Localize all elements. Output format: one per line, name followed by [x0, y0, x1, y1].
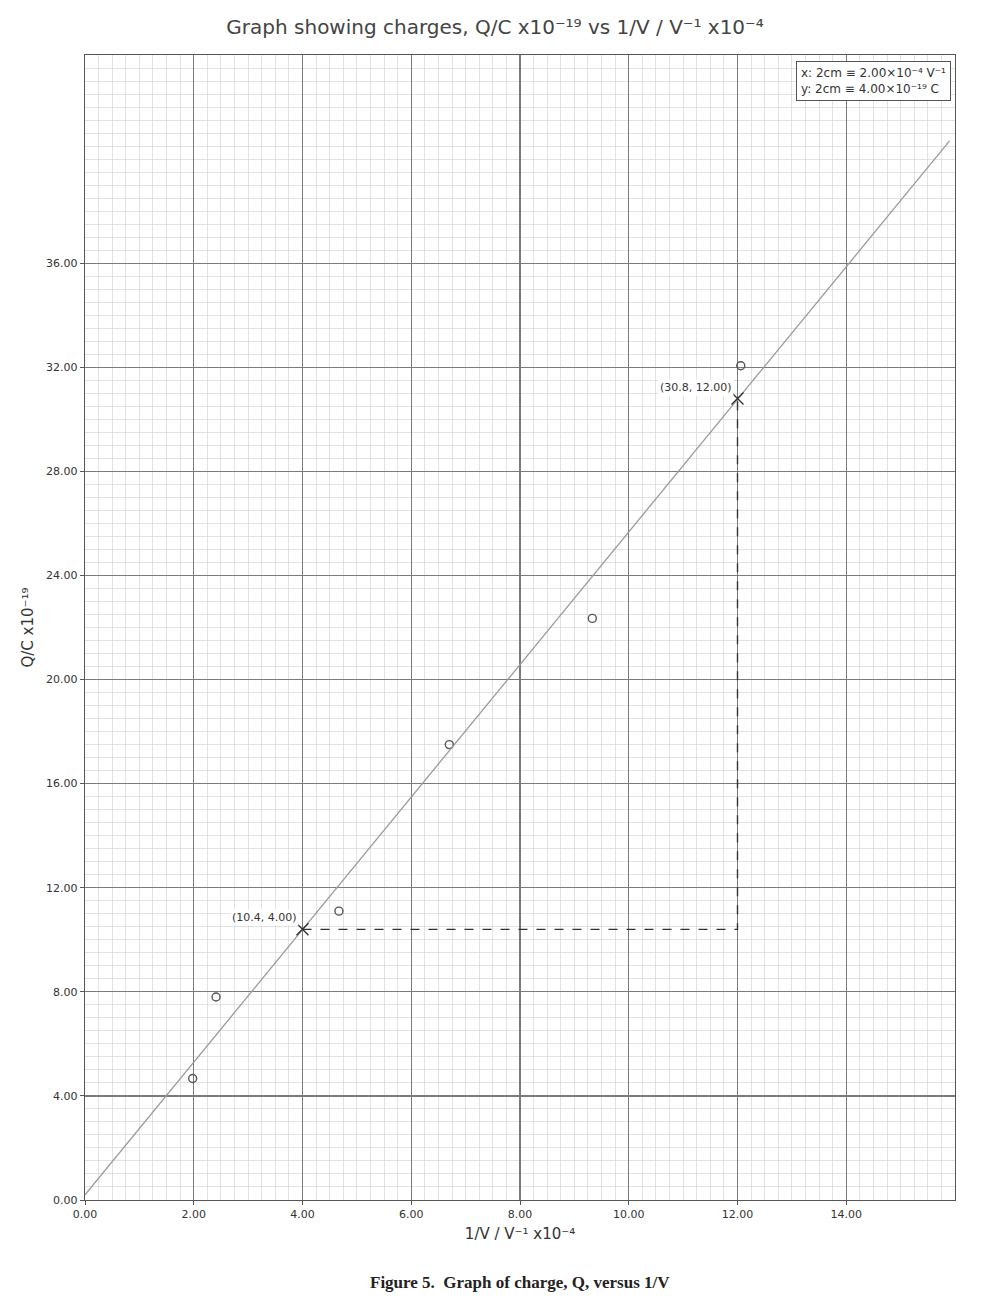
- svg-text:28.00: 28.00: [46, 465, 78, 478]
- svg-text:4.00: 4.00: [53, 1090, 78, 1103]
- svg-text:4.00: 4.00: [290, 1208, 315, 1221]
- svg-text:12.00: 12.00: [46, 882, 78, 895]
- svg-text:8.00: 8.00: [508, 1208, 533, 1221]
- svg-text:32.00: 32.00: [46, 361, 78, 374]
- svg-text:(10.4, 4.00): (10.4, 4.00): [232, 911, 297, 924]
- svg-text:36.00: 36.00: [46, 257, 78, 270]
- svg-text:16.00: 16.00: [46, 777, 78, 790]
- svg-text:12.00: 12.00: [722, 1208, 754, 1221]
- svg-text:6.00: 6.00: [399, 1208, 424, 1221]
- svg-text:10.00: 10.00: [613, 1208, 645, 1221]
- svg-text:14.00: 14.00: [831, 1208, 863, 1221]
- svg-text:Graph showing charges, Q/C x10: Graph showing charges, Q/C x10⁻¹⁹ vs 1/V…: [226, 15, 763, 39]
- svg-text:20.00: 20.00: [46, 673, 78, 686]
- svg-text:8.00: 8.00: [53, 986, 78, 999]
- svg-text:Q/C x10⁻¹⁹: Q/C x10⁻¹⁹: [19, 587, 37, 667]
- svg-text:1/V / V⁻¹ x10⁻⁴: 1/V / V⁻¹ x10⁻⁴: [465, 1225, 575, 1243]
- svg-text:0.00: 0.00: [73, 1208, 98, 1221]
- svg-text:x: 2cm ≡ 2.00×10⁻⁴ V⁻¹y: 2cm ≡: x: 2cm ≡ 2.00×10⁻⁴ V⁻¹y: 2cm ≡ 4.00×10⁻¹…: [801, 66, 946, 96]
- svg-text:2.00: 2.00: [182, 1208, 207, 1221]
- svg-text:(30.8, 12.00): (30.8, 12.00): [660, 381, 732, 394]
- svg-text:0.00: 0.00: [53, 1194, 78, 1207]
- svg-text:24.00: 24.00: [46, 569, 78, 582]
- svg-text:Figure 5. Graph of charge, Q,: Figure 5. Graph of charge, Q, versus 1/V: [370, 1273, 670, 1292]
